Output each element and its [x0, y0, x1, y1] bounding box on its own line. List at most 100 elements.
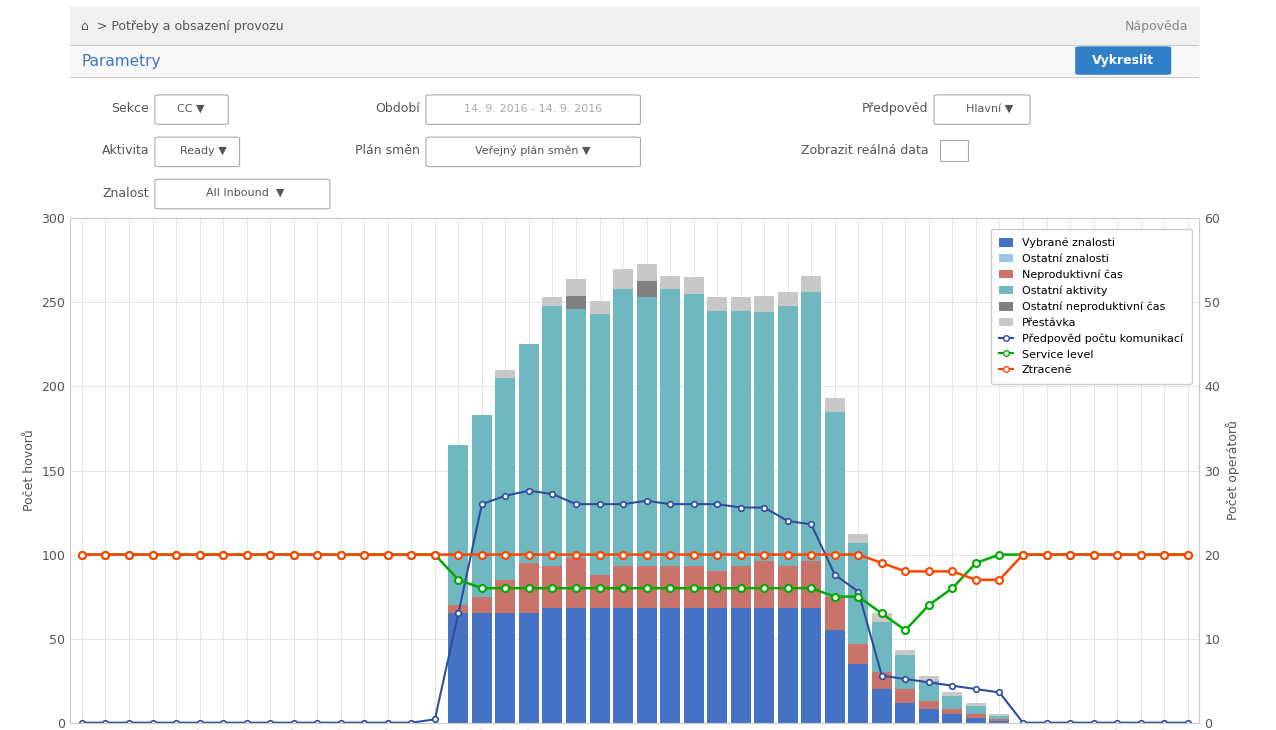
Bar [754, 561, 775, 608]
Bar [660, 566, 680, 608]
Bar [989, 716, 1009, 719]
Bar [70, 45, 1199, 77]
Bar [801, 561, 822, 608]
Bar [754, 296, 775, 312]
Bar [519, 345, 538, 563]
Bar [778, 292, 798, 306]
Bar [943, 710, 962, 714]
Text: Zobrazit reálná data: Zobrazit reálná data [801, 145, 929, 157]
Bar [519, 563, 538, 613]
Bar [801, 608, 822, 723]
Bar [495, 369, 516, 378]
Bar [731, 297, 750, 311]
Bar [849, 644, 868, 664]
Bar [731, 311, 750, 566]
Bar [637, 608, 657, 723]
Bar [612, 269, 633, 289]
Bar [590, 314, 610, 575]
FancyBboxPatch shape [154, 137, 240, 166]
Bar [731, 566, 750, 608]
Bar [448, 605, 468, 613]
Text: Vykreslit: Vykreslit [1092, 54, 1155, 67]
Bar [567, 309, 586, 558]
Bar [448, 613, 468, 723]
Bar [472, 415, 491, 596]
Bar [989, 714, 1009, 716]
Bar [519, 613, 538, 723]
Bar [989, 721, 1009, 723]
Bar [896, 650, 915, 656]
Bar [660, 608, 680, 723]
Bar [567, 279, 586, 296]
Bar [542, 297, 563, 306]
Bar [872, 672, 892, 689]
Bar [849, 664, 868, 723]
Bar [966, 706, 986, 714]
Bar [590, 608, 610, 723]
Bar [939, 140, 968, 161]
Bar [919, 680, 939, 701]
FancyBboxPatch shape [154, 95, 228, 124]
Bar [590, 575, 610, 608]
Y-axis label: Počet hovorů: Počet hovorů [23, 430, 36, 512]
Bar [684, 608, 703, 723]
Text: 14. 9. 2016 - 14. 9. 2016: 14. 9. 2016 - 14. 9. 2016 [464, 104, 602, 114]
Bar [824, 399, 845, 412]
Bar [849, 534, 868, 543]
Bar [542, 566, 563, 608]
Text: ⌂  > Potřeby a obsazení provozu: ⌂ > Potřeby a obsazení provozu [82, 20, 285, 33]
Bar [684, 277, 703, 294]
Bar [966, 718, 986, 723]
Bar [919, 676, 939, 680]
Text: Sekce: Sekce [111, 102, 149, 115]
Bar [495, 580, 516, 613]
FancyBboxPatch shape [154, 180, 330, 209]
Bar [943, 714, 962, 723]
Text: Aktivita: Aktivita [102, 145, 149, 157]
Bar [542, 608, 563, 723]
Text: Veřejný plán směn ▼: Veřejný plán směn ▼ [476, 145, 591, 156]
Bar [801, 275, 822, 292]
Bar [590, 301, 610, 314]
Bar [707, 608, 727, 723]
Bar [943, 693, 962, 696]
Bar [612, 289, 633, 566]
Bar [731, 608, 750, 723]
Bar [567, 608, 586, 723]
FancyBboxPatch shape [426, 95, 641, 124]
Bar [896, 702, 915, 723]
Bar [872, 689, 892, 723]
Bar [778, 608, 798, 723]
Bar [660, 275, 680, 289]
Bar [966, 714, 986, 718]
Bar [824, 412, 845, 596]
Bar [754, 312, 775, 561]
Text: Ready ▼: Ready ▼ [180, 146, 226, 155]
Bar [637, 297, 657, 566]
FancyBboxPatch shape [426, 137, 641, 166]
Text: Parametry: Parametry [82, 53, 161, 69]
Bar [872, 622, 892, 672]
Text: Hlavní ▼: Hlavní ▼ [966, 104, 1013, 114]
Bar [824, 630, 845, 723]
Bar [567, 296, 586, 309]
FancyBboxPatch shape [1076, 46, 1171, 75]
Bar [778, 566, 798, 608]
Bar [824, 596, 845, 630]
Bar [778, 306, 798, 566]
Bar [472, 613, 491, 723]
Bar [896, 689, 915, 702]
Bar [542, 306, 563, 566]
Bar [660, 289, 680, 566]
Bar [637, 264, 657, 280]
Bar [612, 566, 633, 608]
Bar [707, 311, 727, 572]
Bar [637, 566, 657, 608]
Y-axis label: Počet operátorů: Počet operátorů [1226, 420, 1240, 520]
Bar [612, 608, 633, 723]
Bar [637, 280, 657, 297]
Text: Znalost: Znalost [102, 187, 149, 199]
Bar [849, 543, 868, 644]
Bar [567, 558, 586, 608]
Bar [943, 696, 962, 710]
